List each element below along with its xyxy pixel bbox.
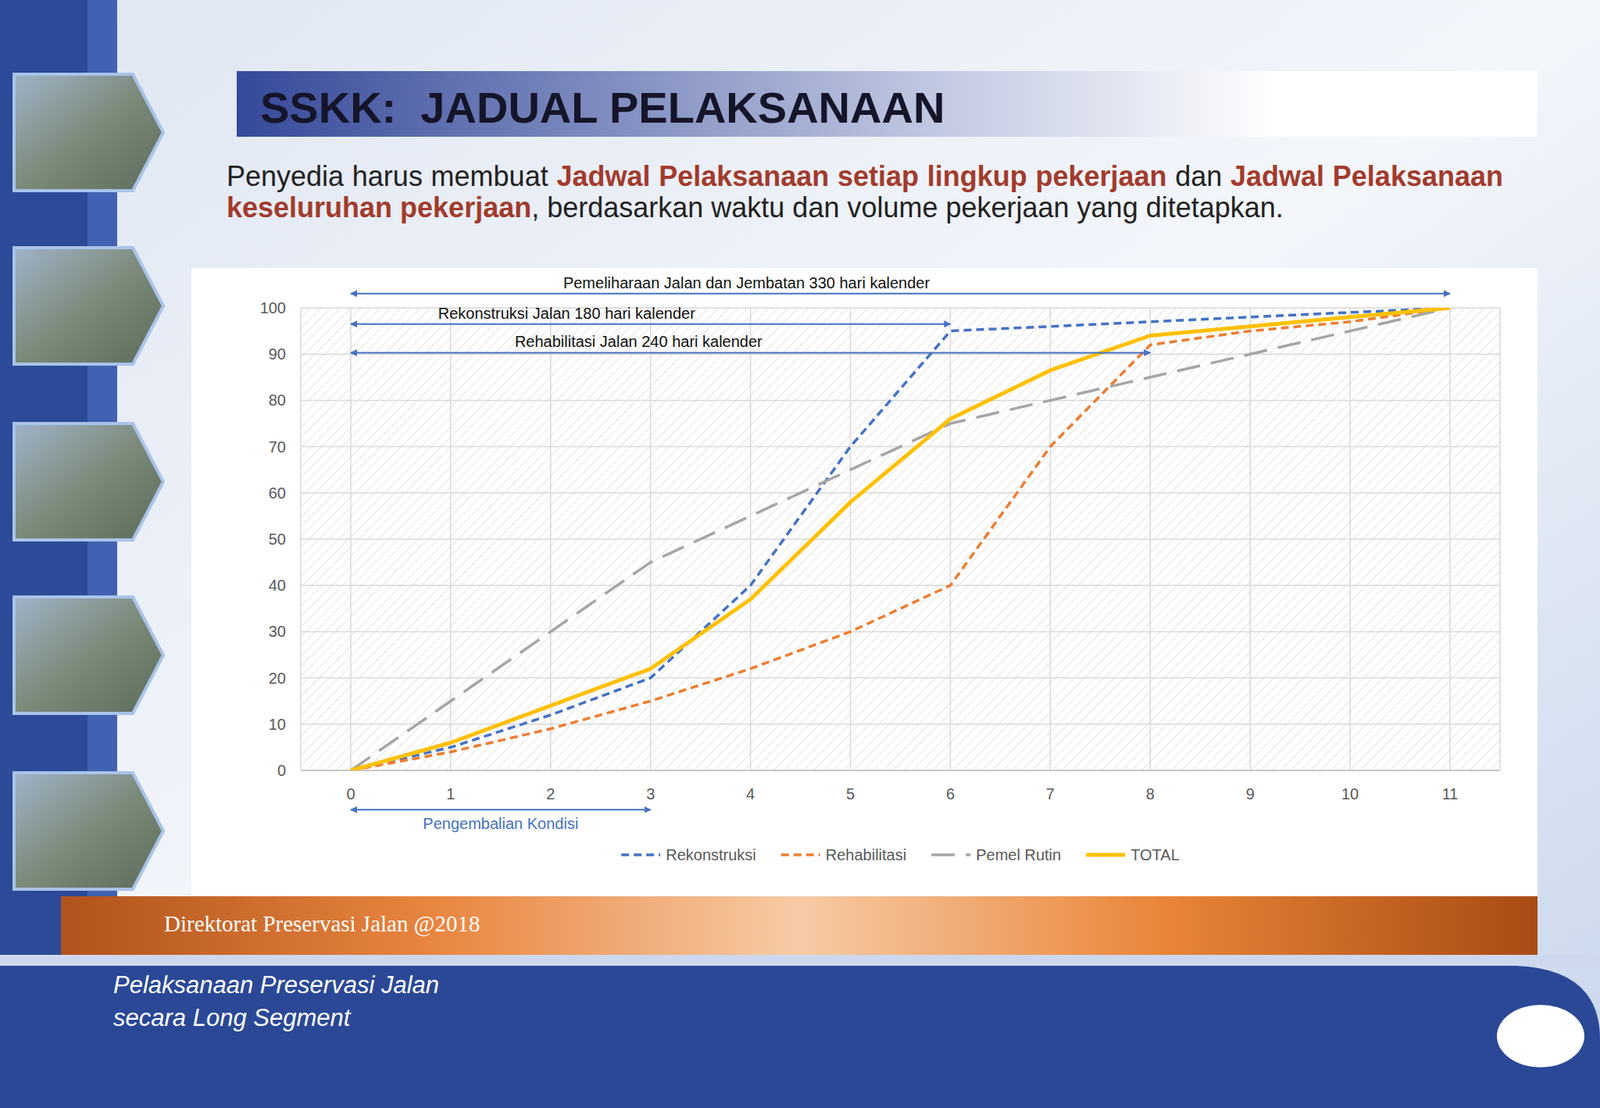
y-gridline [300,631,1500,633]
duration-arrow [350,292,1450,295]
y-tick-label: 100 [260,299,286,317]
grid [300,307,1500,771]
chart: 0 10 20 30 40 50 60 70 80 90 100 0 1 2 3 4 5 6 7 8 9 10 11 Peme… [191,267,1538,897]
annotation-label: Pemeliharaan Jalan dan Jembatan 330 hari… [563,274,931,292]
y-tick-label: 80 [268,391,286,409]
x-gridline [1249,307,1251,771]
y-gridline [300,492,1500,494]
legend: Rekonstruksi Rehabilitasi Pemel Rutin TOTAL [621,846,1180,864]
series-lines [350,307,1450,771]
paragraph-text: Penyedia harus membuat [226,160,557,193]
y-tick-label: 50 [268,530,286,548]
photo-placeholder [14,423,164,540]
legend-swatch [621,853,661,857]
y-tick-label: 20 [268,669,286,687]
logo-oval [1496,1004,1585,1068]
legend-item: Rekonstruksi [621,846,757,864]
slide-title: SSKK: JADUAL PELAKSANAAN [260,84,945,132]
y-gridline [300,538,1500,540]
y-gridline [300,723,1500,725]
y-axis-line [300,307,302,771]
duration-arrow [350,323,950,325]
photo-placeholder [14,74,164,191]
band-separator [0,954,1600,966]
paragraph-text: dan [1167,160,1232,193]
paragraph-emphasis: Jadwal Pelaksanaan setiap lingkup pekerj… [556,160,1167,193]
plot-frame-right [1499,307,1501,771]
y-tick-label: 40 [268,576,286,594]
y-gridline [300,584,1500,586]
x-tick-label: 2 [546,785,555,803]
x-tick-label: 4 [746,785,755,803]
duration-arrow [350,808,651,811]
page-background [0,0,1600,1108]
x-gridline [750,307,752,771]
y-gridline [300,400,1500,402]
legend-item: Rehabilitasi [781,846,907,864]
x-gridline [350,307,352,771]
legend-label: Pemel Rutin [975,846,1061,864]
y-gridline [300,769,1500,772]
x-tick-label: 8 [1146,785,1155,803]
y-tick-label: 90 [268,345,286,363]
legend-swatch [781,853,821,857]
duration-arrow [350,351,1150,354]
series-line [350,307,1450,771]
series-line [350,307,1450,771]
subtitle-line: secara Long Segment [113,1001,440,1035]
annotations: Pemeliharaan Jalan dan Jembatan 330 hari… [350,274,1450,833]
legend-label: Rekonstruksi [665,846,757,864]
legend-item: TOTAL [1085,846,1180,864]
photo-placeholder [14,772,164,890]
paragraph-text: , berdasarkan waktu dan volume pekerjaan… [531,191,1284,224]
x-gridline [1349,307,1351,771]
subtitle-line: Pelaksanaan Preservasi Jalan [113,968,440,1002]
plot-background [300,307,1500,771]
x-tick-label: 10 [1341,785,1359,803]
y-tick-label: 10 [268,715,286,733]
x-tick-label: 11 [1442,785,1459,803]
footer-bar [60,896,1538,955]
x-tick-label: 5 [846,785,855,803]
bottom-band [0,965,1600,1108]
annotation-label: Rehabilitasi Jalan 240 hari kalender [514,332,763,350]
y-gridline [300,677,1500,679]
x-gridline [1449,307,1451,771]
x-gridline [950,307,952,771]
paragraph: Penyedia harus membuat Jadwal Pelaksanaa… [226,160,1504,224]
x-tick-label: 3 [646,785,655,803]
x-gridline [850,307,852,771]
footer-text: Direktorat Preservasi Jalan @2018 [164,910,480,937]
annotation-label: Pengembalian Kondisi [422,814,579,833]
y-tick-label: 30 [268,622,286,640]
legend-swatch [931,853,971,857]
title-bar [236,71,1538,137]
tick-labels: 0 10 20 30 40 50 60 70 80 90 100 0 1 2 3 4 5 6 7 8 9 10 11 [260,299,1459,803]
x-tick-label: 9 [1246,785,1255,803]
x-axis-line [300,769,1500,772]
x-gridline [1050,307,1052,771]
photo-placeholder [14,247,164,365]
chart-panel: 0 10 20 30 40 50 60 70 80 90 100 0 1 2 3 4 5 6 7 8 9 10 11 Peme… [191,267,1538,897]
legend-swatch [1085,853,1125,858]
x-tick-label: 0 [346,785,355,803]
slide-subtitle: Pelaksanaan Preservasi Jalansecara Long … [113,968,440,1035]
x-tick-label: 1 [446,785,455,803]
legend-label: TOTAL [1130,846,1180,864]
legend-item: Pemel Rutin [931,846,1061,864]
page: {"slide": { "title": "SSKK: JADUAL PELAK… [0,0,1600,1108]
y-gridline [300,353,1500,355]
y-tick-label: 70 [268,438,286,456]
x-gridline [550,307,552,771]
series-line [350,307,1450,771]
series-line [350,307,1450,771]
y-tick-label: 60 [268,484,286,502]
x-tick-label: 6 [946,785,955,803]
legend-label: Rehabilitasi [825,846,907,864]
x-tick-label: 7 [1046,785,1055,803]
photo-placeholder [14,596,164,714]
annotation-label: Rekonstruksi Jalan 180 hari kalender [438,304,696,322]
y-tick-label: 0 [277,761,286,779]
